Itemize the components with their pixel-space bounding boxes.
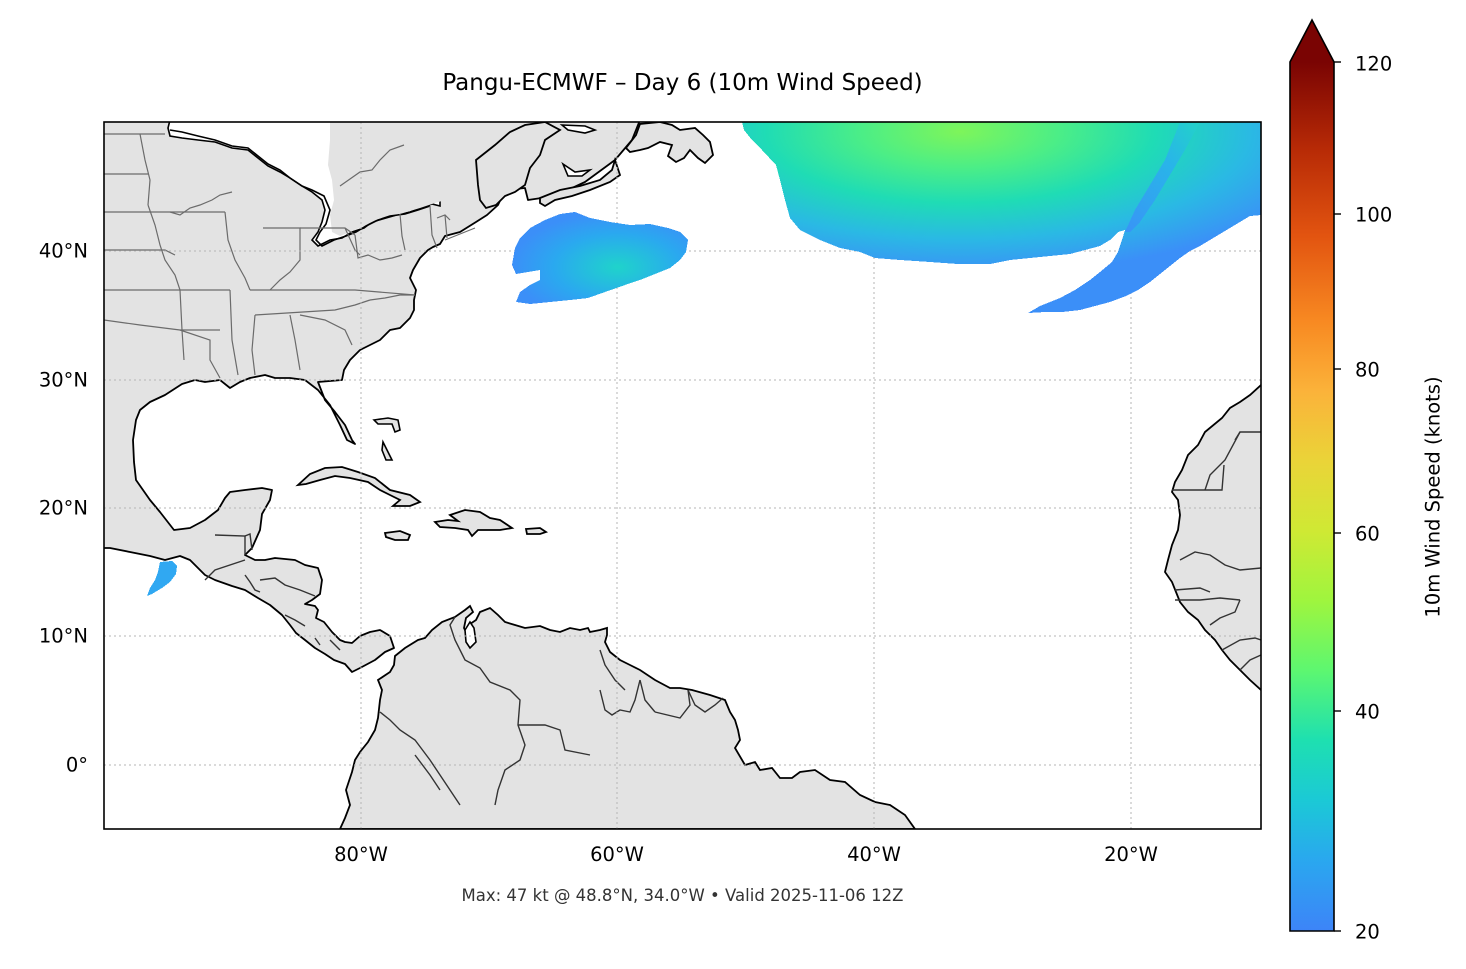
jamaica (383, 530, 412, 541)
wind-region-main-jet (742, 122, 1261, 313)
chart-footnote: Max: 47 kt @ 48.8°N, 34.0°W • Valid 2025… (461, 886, 904, 905)
state-borders (104, 133, 476, 379)
y-tick-label: 0° (65, 753, 88, 777)
y-tick-label: 30°N (38, 368, 88, 392)
wind-region-tehuantepec (147, 561, 177, 596)
x-tick-label: 80°W (334, 843, 388, 866)
bahamas (372, 417, 401, 434)
y-tick-label: 40°N (38, 239, 88, 263)
cuba (295, 466, 422, 507)
colorbar-tick-label: 120 (1355, 52, 1393, 76)
newfoundland (624, 122, 714, 165)
land-africa (1164, 384, 1261, 691)
y-tick-label: 20°N (38, 496, 88, 520)
country-borders (204, 431, 1261, 806)
colorbar-tick-label: 40 (1355, 700, 1380, 724)
wind-field (147, 122, 1261, 596)
colorbar-tick-label: 100 (1355, 203, 1393, 227)
colorbar-label: 10m Wind Speed (knots) (1421, 376, 1445, 618)
colorbar-ticks (1334, 61, 1341, 932)
chart-title: Pangu-ECMWF – Day 6 (10m Wind Speed) (442, 70, 923, 96)
y-tick-label: 10°N (38, 624, 88, 648)
x-tick-label: 60°W (590, 843, 644, 866)
land-maritimes (475, 122, 562, 210)
wind-region-secondary-band (1125, 122, 1200, 232)
x-tick-label: 20°W (1104, 843, 1158, 866)
wind-region-east-coast (512, 212, 688, 304)
colorbar-tick-label: 60 (1355, 522, 1380, 546)
x-tick-label: 40°W (847, 843, 901, 866)
hispaniola (433, 509, 515, 538)
map-content (104, 122, 1261, 829)
colorbar-tick-label: 20 (1355, 920, 1380, 944)
colorbar (1289, 18, 1341, 932)
nova-scotia (539, 157, 622, 208)
colorbar-gradient (1290, 62, 1334, 931)
colorbar-outline (1289, 18, 1335, 932)
puerto-rico (524, 527, 549, 535)
colorbar-tick-label: 80 (1355, 358, 1380, 382)
map-frame (103, 121, 1262, 830)
land-north-america (104, 122, 641, 673)
colorbar-extend-arrow (1290, 20, 1334, 62)
